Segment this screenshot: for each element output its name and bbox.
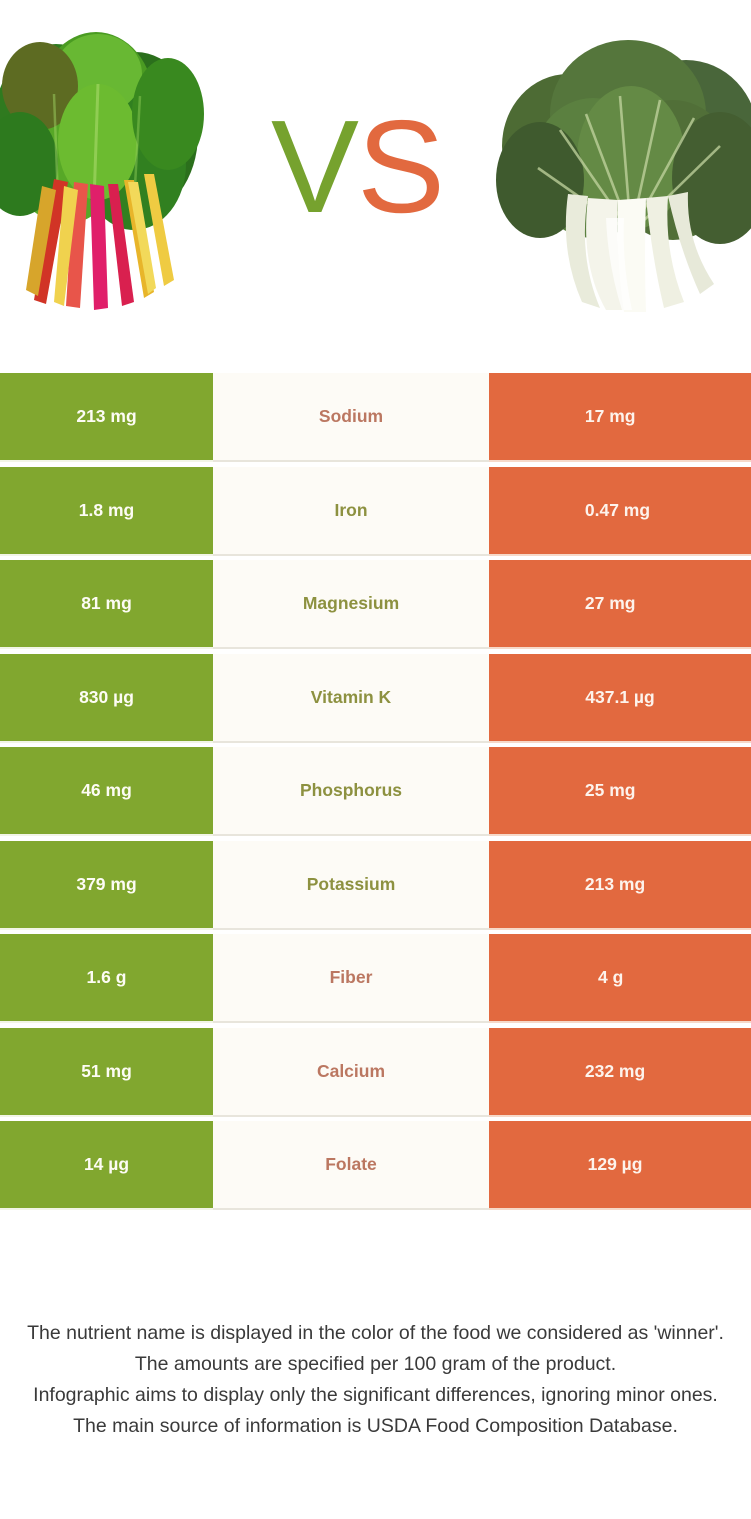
table-row: 81 mg Magnesium 27 mg xyxy=(0,560,751,654)
left-value-cell: 46 mg xyxy=(0,747,213,836)
table-row: 14 µg Folate 129 µg xyxy=(0,1121,751,1215)
nutrient-name-cell: Folate xyxy=(213,1121,489,1210)
left-value-cell: 213 mg xyxy=(0,373,213,462)
right-value-cell: 4 g xyxy=(489,934,751,1023)
left-value-cell: 830 µg xyxy=(0,653,213,743)
table-row: 830 µg Vitamin K 437.1 µg xyxy=(0,653,751,748)
nutrient-name-cell: Iron xyxy=(213,466,489,556)
table-row: 379 mg Potassium 213 mg xyxy=(0,840,751,935)
right-value-cell: 213 mg xyxy=(489,840,751,930)
nutrient-name-cell: Sodium xyxy=(213,373,489,462)
vs-letter-s: S xyxy=(357,93,445,240)
right-value-cell: 25 mg xyxy=(489,747,751,836)
nutrient-name-cell: Magnesium xyxy=(213,560,489,649)
left-value-cell: 14 µg xyxy=(0,1121,213,1210)
swiss-chard-illustration xyxy=(0,32,204,310)
bok-choy-image xyxy=(468,18,751,318)
left-value-cell: 1.6 g xyxy=(0,934,213,1023)
nutrient-name-cell: Vitamin K xyxy=(213,653,489,743)
nutrient-name-cell: Calcium xyxy=(213,1027,489,1117)
nutrient-name-cell: Phosphorus xyxy=(213,747,489,836)
footer-note-significance: Infographic aims to display only the sig… xyxy=(33,1384,718,1406)
nutrient-comparison-table: 213 mg Sodium 17 mg 1.8 mg Iron 0.47 mg … xyxy=(0,373,751,1215)
right-value-cell: 27 mg xyxy=(489,560,751,649)
nutrient-name-cell: Fiber xyxy=(213,934,489,1023)
footer-note-winner-color: The nutrient name is displayed in the co… xyxy=(27,1322,724,1344)
right-value-cell: 0.47 mg xyxy=(489,466,751,556)
right-value-cell: 232 mg xyxy=(489,1027,751,1117)
right-value-cell: 437.1 µg xyxy=(489,653,751,743)
footer-note-amounts: The amounts are specified per 100 gram o… xyxy=(134,1353,617,1375)
header: VS xyxy=(0,0,751,345)
vs-letter-v: V xyxy=(270,93,359,240)
left-value-cell: 1.8 mg xyxy=(0,466,213,556)
table-row: 1.6 g Fiber 4 g xyxy=(0,934,751,1028)
table-row: 213 mg Sodium 17 mg xyxy=(0,373,751,467)
left-value-cell: 51 mg xyxy=(0,1027,213,1117)
versus-label: VS xyxy=(252,92,462,242)
table-row: 46 mg Phosphorus 25 mg xyxy=(0,747,751,841)
footer-notes: The nutrient name is displayed in the co… xyxy=(0,1318,751,1442)
table-row: 51 mg Calcium 232 mg xyxy=(0,1027,751,1122)
right-value-cell: 129 µg xyxy=(489,1121,751,1210)
left-value-cell: 379 mg xyxy=(0,840,213,930)
swiss-chard-image xyxy=(0,14,238,319)
right-value-cell: 17 mg xyxy=(489,373,751,462)
footer-note-source: The main source of information is USDA F… xyxy=(73,1415,678,1437)
table-row: 1.8 mg Iron 0.47 mg xyxy=(0,466,751,561)
left-value-cell: 81 mg xyxy=(0,560,213,649)
bok-choy-illustration xyxy=(496,40,751,312)
nutrient-name-cell: Potassium xyxy=(213,840,489,930)
